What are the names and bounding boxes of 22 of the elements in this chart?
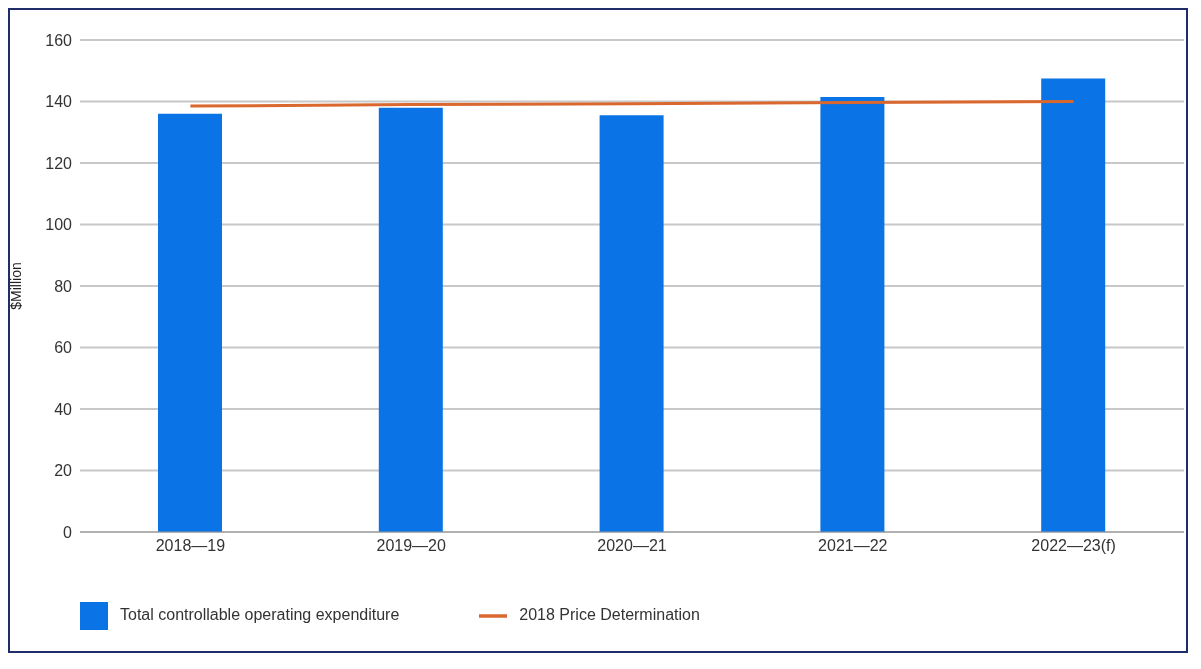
bar [1041,78,1106,532]
x-tick-label: 2018—19 [155,537,226,555]
x-tick-label: 2022—23(f) [1031,537,1116,555]
bar [599,115,664,532]
bar [158,113,222,532]
y-tick-label: 40 [54,400,73,418]
legend-label: 2018 Price Determination [519,606,700,624]
y-tick-label: 80 [54,277,73,295]
y-tick-label: 120 [45,154,73,172]
y-tick-label: 140 [45,93,73,111]
y-tick-label: 60 [54,339,73,357]
x-tick-label: 2021—22 [818,537,888,555]
y-tick-label: 100 [45,216,73,234]
bar [378,107,443,532]
y-tick-label: 20 [54,462,73,480]
x-tick-label: 2020—21 [597,537,667,555]
y-tick-label: 0 [63,523,73,541]
y-tick-label: 160 [45,31,73,49]
bar [820,96,885,532]
legend-label: Total controllable operating expenditure [120,606,400,624]
x-tick-label: 2019—20 [376,537,446,555]
y-axis-title: $Million [7,262,24,310]
